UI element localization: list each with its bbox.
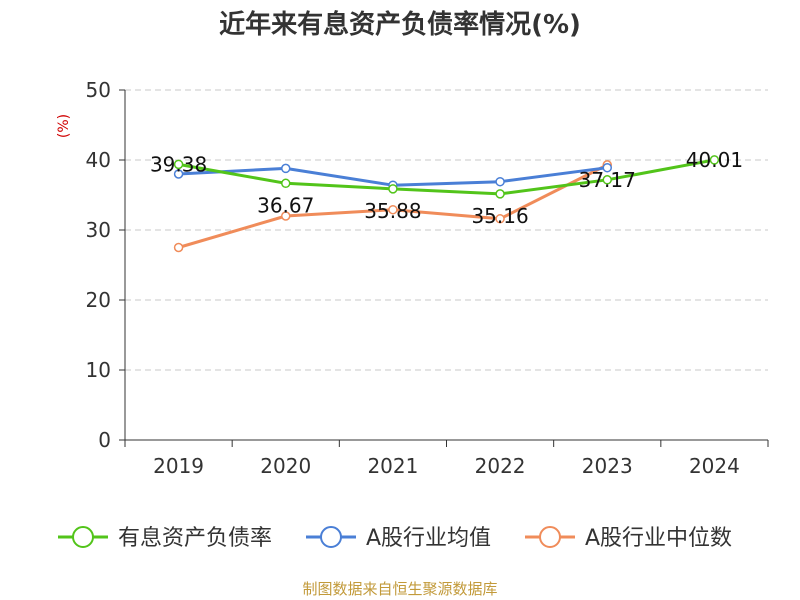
data-label: 35.88 xyxy=(364,199,421,223)
legend-item: 有息资产负债率 xyxy=(58,526,272,551)
x-tick-label: 2022 xyxy=(475,454,526,478)
y-tick-label: 20 xyxy=(86,288,111,312)
source-note: 制图数据来自恒生聚源数据库 xyxy=(302,580,497,598)
legend-label: 有息资产负债率 xyxy=(118,526,272,551)
y-tick-label: 30 xyxy=(86,218,111,242)
x-tick-label: 2019 xyxy=(153,454,204,478)
y-tick-label: 50 xyxy=(86,78,111,102)
axes: 0 10 20 30 40 50 2019 2020 2021 2022 2023 2024 xyxy=(86,78,769,478)
series-0 xyxy=(173,155,720,199)
series-layer xyxy=(173,155,720,253)
data-point xyxy=(602,162,612,173)
data-point xyxy=(173,169,184,179)
x-tick-label: 2024 xyxy=(689,454,740,478)
data-point xyxy=(709,155,720,165)
legend-item: A股行业均值 xyxy=(306,526,491,551)
data-point xyxy=(388,204,398,215)
data-labels: 39.38 36.67 35.88 35.16 37.17 40.01 xyxy=(150,148,743,228)
data-point xyxy=(173,242,184,253)
legend-label: A股行业中位数 xyxy=(585,526,732,551)
data-label: 36.67 xyxy=(257,193,314,217)
data-point xyxy=(602,175,612,185)
y-tick-label: 0 xyxy=(98,428,111,452)
legend-marker xyxy=(72,526,94,548)
data-label: 40.01 xyxy=(686,148,743,172)
data-point xyxy=(388,184,398,194)
legend: 有息资产负债率 A股行业均值 A股行业中位数 xyxy=(58,526,732,551)
data-point xyxy=(173,159,184,170)
y-tick-label: 40 xyxy=(86,148,111,172)
legend-marker xyxy=(539,526,561,548)
data-label: 39.38 xyxy=(150,152,207,176)
data-point xyxy=(495,189,505,199)
legend-marker xyxy=(320,526,342,548)
legend-label: A股行业均值 xyxy=(366,526,491,551)
data-label: 37.17 xyxy=(579,168,636,192)
grid xyxy=(125,89,768,371)
chart-title: 近年来有息资产负债率情况(%) xyxy=(219,9,581,40)
data-point xyxy=(281,178,291,189)
x-tick-label: 2021 xyxy=(367,454,418,478)
legend-item: A股行业中位数 xyxy=(525,526,732,551)
data-point xyxy=(495,176,505,187)
y-axis-unit: (%) xyxy=(56,114,72,138)
x-tick-label: 2023 xyxy=(582,454,633,478)
data-point xyxy=(495,214,505,224)
data-point xyxy=(281,163,291,174)
series-line xyxy=(178,158,715,196)
data-label: 35.16 xyxy=(471,204,528,228)
y-tick-label: 10 xyxy=(86,358,111,382)
data-point xyxy=(281,211,291,221)
series-2 xyxy=(173,160,612,253)
x-tick-label: 2020 xyxy=(260,454,311,478)
